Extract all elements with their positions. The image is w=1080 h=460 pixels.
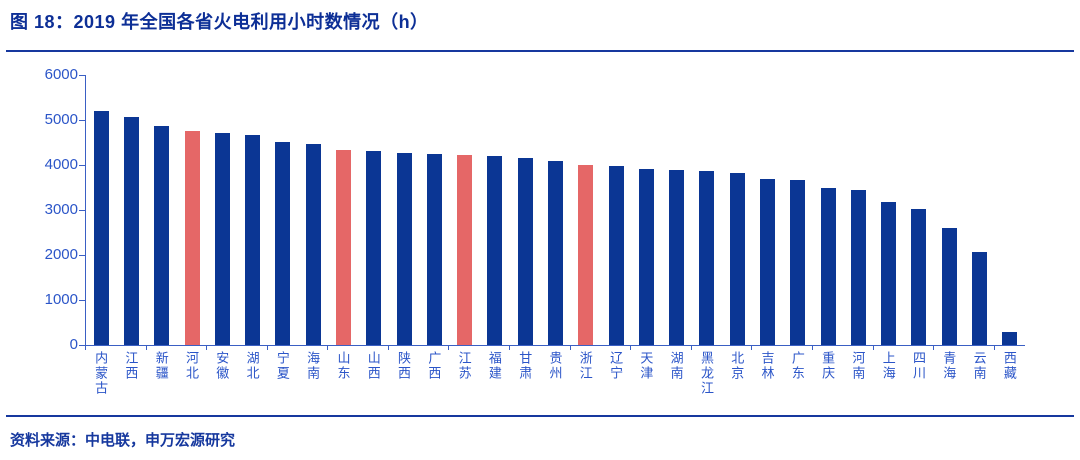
bar bbox=[93, 111, 109, 345]
x-axis-tick bbox=[85, 346, 86, 350]
x-axis-category-label: 山东 bbox=[335, 351, 351, 381]
x-axis-tick bbox=[630, 346, 632, 350]
x-axis-category-label: 江苏 bbox=[456, 351, 472, 381]
x-axis-category-label: 甘肃 bbox=[517, 351, 533, 381]
bar bbox=[699, 170, 715, 345]
x-axis-category-label: 西藏 bbox=[1001, 351, 1017, 381]
x-axis-tick bbox=[206, 346, 208, 350]
x-axis-tick bbox=[387, 346, 389, 350]
x-axis-category-label: 黑龙江 bbox=[698, 351, 714, 396]
x-axis-tick bbox=[145, 346, 147, 350]
x-axis-tick bbox=[872, 346, 874, 350]
bar bbox=[911, 209, 927, 345]
x-axis-tick bbox=[509, 346, 511, 350]
x-axis-tick bbox=[266, 346, 268, 350]
bar bbox=[548, 160, 563, 345]
y-axis-tick bbox=[79, 255, 85, 256]
x-axis-tick bbox=[751, 346, 753, 350]
x-axis-tick bbox=[448, 346, 450, 350]
x-axis-category-label: 四川 bbox=[910, 351, 926, 381]
bar bbox=[608, 166, 624, 345]
y-axis-tick bbox=[79, 210, 85, 211]
y-axis-tick-label: 0 bbox=[69, 336, 78, 353]
bar bbox=[245, 134, 261, 345]
plot-area bbox=[85, 75, 1025, 346]
bar bbox=[275, 141, 291, 345]
x-axis-tick bbox=[327, 346, 329, 350]
x-axis-category-label: 贵州 bbox=[547, 351, 563, 381]
bar bbox=[1002, 332, 1018, 345]
bar bbox=[669, 169, 685, 345]
y-axis-tick-label: 2000 bbox=[44, 246, 78, 263]
x-axis-category-label: 重庆 bbox=[820, 351, 836, 381]
chart-title: 图 18：2019 年全国各省火电利用小时数情况（h） bbox=[10, 12, 429, 32]
x-axis-category-label: 江西 bbox=[123, 351, 139, 381]
bar bbox=[426, 153, 442, 345]
bar bbox=[517, 158, 533, 345]
y-axis-tick bbox=[79, 300, 85, 301]
x-axis-tick bbox=[569, 346, 571, 350]
x-axis-category-label: 山西 bbox=[365, 351, 381, 381]
bar bbox=[760, 178, 776, 345]
y-axis-tick bbox=[79, 75, 85, 76]
bar bbox=[850, 190, 866, 345]
bar bbox=[214, 132, 230, 345]
bar bbox=[123, 116, 139, 345]
x-axis-category-label: 安徽 bbox=[214, 351, 230, 381]
title-divider-line bbox=[6, 50, 1074, 52]
bar bbox=[396, 152, 412, 345]
x-axis-tick bbox=[933, 346, 935, 350]
y-axis-tick-label: 6000 bbox=[44, 66, 78, 83]
y-axis-tick-label: 1000 bbox=[44, 291, 78, 308]
bar-highlighted bbox=[335, 149, 351, 345]
footer-divider-line bbox=[6, 415, 1074, 417]
bar-highlighted bbox=[578, 165, 594, 345]
bar-highlighted bbox=[184, 130, 200, 345]
bar bbox=[820, 187, 836, 345]
x-axis-category-label: 陕西 bbox=[396, 351, 412, 381]
x-axis-category-label: 新疆 bbox=[153, 351, 169, 381]
bar bbox=[972, 252, 988, 345]
x-axis-category-label: 上海 bbox=[880, 351, 896, 381]
bar bbox=[729, 173, 745, 345]
x-axis-category-label: 湖南 bbox=[668, 351, 684, 381]
x-axis-category-label: 广东 bbox=[789, 351, 805, 381]
bar bbox=[154, 125, 170, 345]
x-axis-category-label: 内蒙古 bbox=[93, 351, 109, 396]
y-axis-tick bbox=[79, 165, 85, 166]
x-axis-category-label: 青海 bbox=[941, 351, 957, 381]
x-axis-category-label: 广西 bbox=[426, 351, 442, 381]
x-axis-category-label: 辽宁 bbox=[608, 351, 624, 381]
bar bbox=[305, 143, 321, 345]
bar bbox=[366, 151, 382, 345]
x-axis-category-label: 湖北 bbox=[244, 351, 260, 381]
y-axis-tick bbox=[79, 345, 85, 346]
y-axis-tick-label: 5000 bbox=[44, 111, 78, 128]
x-axis-tick bbox=[690, 346, 692, 350]
x-axis-category-label: 云南 bbox=[971, 351, 987, 381]
y-axis-tick-label: 4000 bbox=[44, 156, 78, 173]
x-axis-category-label: 宁夏 bbox=[274, 351, 290, 381]
bar bbox=[941, 228, 957, 345]
x-axis-category-label: 北京 bbox=[729, 351, 745, 381]
y-axis-tick bbox=[79, 120, 85, 121]
bar-highlighted bbox=[457, 154, 473, 345]
x-axis-category-label: 福建 bbox=[486, 351, 502, 381]
y-axis-tick-label: 3000 bbox=[44, 201, 78, 218]
x-axis-category-label: 河南 bbox=[850, 351, 866, 381]
bar bbox=[881, 202, 897, 345]
x-axis-category-label: 天津 bbox=[638, 351, 654, 381]
x-axis-category-label: 海南 bbox=[305, 351, 321, 381]
bar bbox=[638, 169, 654, 345]
x-axis-category-label: 浙江 bbox=[577, 351, 593, 381]
bar bbox=[790, 179, 806, 345]
x-axis-category-label: 河北 bbox=[184, 351, 200, 381]
source-note: 资料来源：中电联，申万宏源研究 bbox=[10, 432, 236, 449]
x-axis-tick bbox=[811, 346, 813, 350]
bar bbox=[487, 156, 503, 345]
x-axis-tick bbox=[993, 346, 995, 350]
x-axis-category-label: 吉林 bbox=[759, 351, 775, 381]
